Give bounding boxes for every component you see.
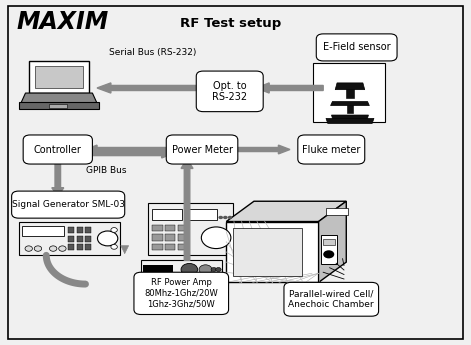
Bar — [148, 203, 233, 255]
Circle shape — [97, 231, 118, 246]
Text: Power Meter: Power Meter — [171, 145, 233, 155]
Circle shape — [25, 246, 32, 251]
Circle shape — [216, 267, 221, 272]
Circle shape — [49, 246, 57, 251]
Bar — [85, 236, 91, 242]
Polygon shape — [332, 115, 368, 118]
Bar — [35, 66, 83, 88]
Text: Fluke meter: Fluke meter — [302, 145, 360, 155]
Bar — [178, 225, 188, 231]
Bar — [49, 104, 67, 108]
Circle shape — [111, 228, 117, 232]
Circle shape — [34, 246, 41, 251]
Text: RF Power Amp
80Mhz-1Ghz/20W
1Ghz-3Ghz/50W: RF Power Amp 80Mhz-1Ghz/20W 1Ghz-3Ghz/50… — [145, 278, 218, 308]
Text: E-Field sensor: E-Field sensor — [323, 42, 390, 52]
Text: Serial Bus (RS-232): Serial Bus (RS-232) — [108, 48, 196, 57]
Bar — [68, 227, 74, 233]
FancyBboxPatch shape — [298, 135, 365, 164]
FancyArrow shape — [52, 159, 64, 196]
Bar — [347, 105, 353, 113]
Text: Parallel-wired Cell/
Anechoic Chamber: Parallel-wired Cell/ Anechoic Chamber — [288, 289, 374, 309]
Bar — [325, 208, 348, 215]
Polygon shape — [326, 118, 374, 124]
Circle shape — [223, 216, 227, 219]
FancyArrow shape — [97, 83, 203, 93]
FancyBboxPatch shape — [134, 272, 228, 315]
FancyArrow shape — [256, 83, 323, 93]
Bar — [178, 244, 188, 250]
Text: GPIB Bus: GPIB Bus — [86, 166, 127, 175]
Circle shape — [219, 216, 223, 219]
Bar — [165, 244, 176, 250]
Bar — [85, 244, 91, 250]
FancyBboxPatch shape — [284, 282, 379, 316]
Text: RF Test setup: RF Test setup — [180, 17, 282, 30]
Circle shape — [227, 216, 232, 219]
Bar — [187, 209, 217, 220]
Bar — [68, 244, 74, 250]
Bar — [77, 244, 83, 250]
Bar — [178, 234, 188, 241]
Bar — [143, 265, 173, 272]
FancyBboxPatch shape — [166, 135, 238, 164]
Bar — [153, 234, 162, 241]
Polygon shape — [226, 201, 346, 221]
FancyBboxPatch shape — [23, 135, 92, 164]
FancyArrow shape — [181, 159, 193, 260]
Circle shape — [211, 267, 217, 272]
Bar — [153, 225, 162, 231]
Circle shape — [181, 264, 198, 276]
Text: MAXIM: MAXIM — [16, 10, 108, 34]
Circle shape — [201, 227, 231, 248]
Bar — [346, 89, 354, 98]
Polygon shape — [331, 101, 369, 106]
Bar — [233, 228, 302, 276]
Bar — [165, 234, 176, 241]
Bar — [29, 61, 89, 93]
FancyArrow shape — [85, 149, 173, 158]
Bar — [141, 260, 222, 279]
Bar — [323, 239, 335, 245]
Text: Controller: Controller — [34, 145, 82, 155]
Bar — [77, 227, 83, 233]
Text: Signal Generator SML-03: Signal Generator SML-03 — [12, 200, 125, 209]
Circle shape — [111, 245, 117, 249]
Bar — [18, 102, 99, 109]
Bar — [165, 225, 176, 231]
FancyArrow shape — [85, 145, 173, 154]
FancyBboxPatch shape — [317, 34, 397, 61]
Circle shape — [323, 250, 334, 258]
Text: Opt. to
RS-232: Opt. to RS-232 — [212, 80, 247, 102]
Polygon shape — [318, 201, 346, 282]
FancyBboxPatch shape — [196, 71, 263, 112]
Bar — [226, 221, 318, 282]
FancyBboxPatch shape — [12, 191, 125, 218]
Bar — [22, 226, 64, 236]
Polygon shape — [335, 83, 365, 90]
Bar — [321, 235, 337, 264]
Polygon shape — [21, 93, 97, 103]
Circle shape — [199, 265, 212, 274]
Bar — [85, 227, 91, 233]
Bar — [18, 221, 120, 255]
Bar — [77, 236, 83, 242]
Circle shape — [59, 246, 66, 251]
Bar — [153, 209, 182, 220]
Bar — [313, 63, 385, 122]
FancyArrow shape — [231, 145, 290, 154]
Bar — [153, 244, 162, 250]
Bar — [68, 236, 74, 242]
